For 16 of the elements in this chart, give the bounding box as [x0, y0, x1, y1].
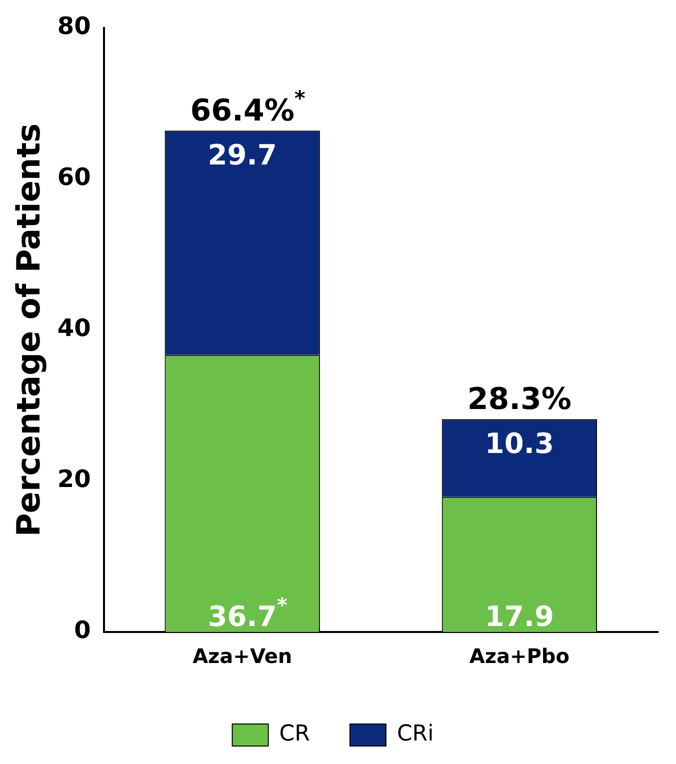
legend-label: CRi	[396, 722, 434, 747]
y-tick-label: 80	[57, 12, 91, 40]
data-label: 36.7*	[208, 593, 288, 633]
y-tick-label: 0	[74, 616, 91, 644]
y-tick-label: 60	[57, 163, 91, 192]
data-label: 10.3	[484, 427, 554, 460]
y-tick-label: 20	[57, 465, 91, 494]
x-tick-label: Aza+Ven	[192, 644, 292, 668]
x-tick-label: Aza+Pbo	[469, 644, 570, 668]
data-label: 17.9	[484, 600, 554, 633]
y-axis-title: Percentage of Patients	[10, 123, 48, 537]
legend-label: CR	[279, 722, 310, 747]
data-label: 29.7	[208, 138, 277, 172]
total-label: 66.4%*	[190, 86, 306, 129]
y-tick-label: 40	[57, 314, 91, 342]
total-label: 28.3%	[467, 382, 572, 418]
